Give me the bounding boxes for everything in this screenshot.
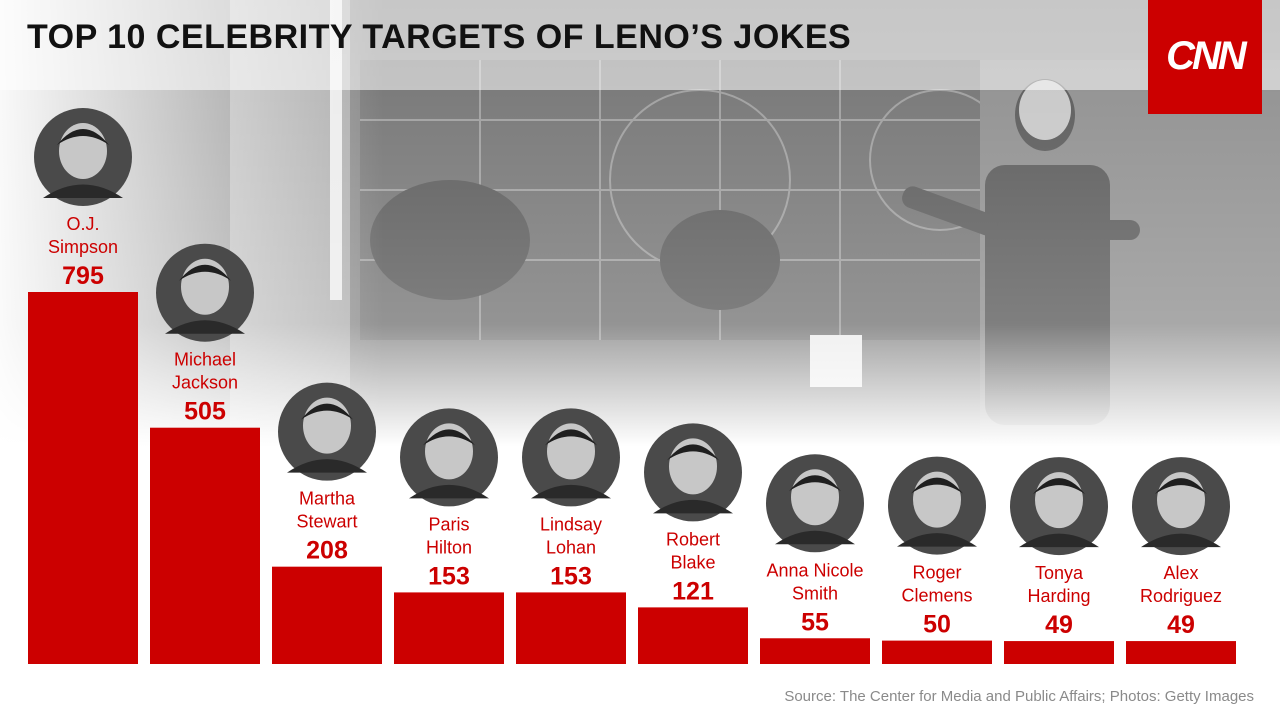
category-label-9-line-1: Alex: [1163, 563, 1198, 583]
portrait-photo-6: [766, 454, 864, 553]
category-label-8-line-1: Tonya: [1035, 563, 1084, 583]
value-label-8: 49: [1045, 611, 1073, 639]
portrait-photo-1: [156, 243, 254, 342]
portrait-photo-7: [888, 456, 986, 555]
category-label-7-line-2: Clemens: [901, 586, 972, 606]
category-label-7-line-1: Roger: [912, 563, 961, 583]
category-label-9-line-2: Rodriguez: [1140, 586, 1222, 606]
portrait-photo-0: [34, 108, 132, 206]
value-label-9: 49: [1167, 611, 1195, 639]
bar-0: [28, 292, 138, 664]
value-label-1: 505: [184, 398, 226, 426]
category-label-0-line-1: O.J.: [66, 214, 99, 234]
portrait-photo-9: [1132, 457, 1230, 556]
category-label-8-line-2: Harding: [1027, 586, 1090, 606]
portrait-photo-4: [522, 408, 620, 507]
cnn-logo: CNN: [1148, 0, 1262, 114]
category-label-6-line-2: Smith: [792, 583, 838, 603]
bar-7: [882, 640, 992, 664]
portrait-photo-2: [278, 382, 376, 481]
bar-3: [394, 592, 504, 664]
value-label-3: 153: [428, 562, 470, 590]
category-label-4-line-1: Lindsay: [540, 514, 602, 534]
category-label-5-line-2: Blake: [670, 552, 715, 572]
portrait-photo-3: [400, 408, 498, 507]
source-note: Source: The Center for Media and Public …: [784, 688, 1254, 705]
category-label-5-line-1: Robert: [666, 529, 720, 549]
category-label-2-line-1: Martha: [299, 489, 356, 509]
category-label-2-line-2: Stewart: [296, 512, 357, 532]
value-label-0: 795: [62, 262, 104, 290]
bar-5: [638, 607, 748, 664]
value-label-4: 153: [550, 562, 592, 590]
bar-8: [1004, 641, 1114, 664]
bar-2: [272, 566, 382, 664]
category-label-1-line-1: Michael: [174, 350, 236, 370]
cnn-logo-text: CNN: [1166, 34, 1247, 78]
portrait-photo-8: [1010, 457, 1108, 556]
bar-1: [150, 427, 260, 664]
value-label-7: 50: [923, 611, 951, 639]
category-label-0-line-2: Simpson: [48, 237, 118, 257]
category-label-3-line-2: Hilton: [426, 537, 472, 557]
category-label-4-line-2: Lohan: [546, 537, 596, 557]
category-label-3-line-1: Paris: [428, 514, 469, 534]
portrait-photo-5: [644, 423, 742, 522]
value-label-6: 55: [801, 608, 829, 636]
bar-4: [516, 592, 626, 664]
bar-6: [760, 638, 870, 664]
page-title: TOP 10 CELEBRITY TARGETS OF LENO’S JOKES: [27, 18, 852, 56]
value-label-5: 121: [672, 577, 714, 605]
category-label-6-line-1: Anna Nicole: [766, 560, 863, 580]
bar-9: [1126, 641, 1236, 664]
value-label-2: 208: [306, 537, 348, 565]
category-label-1-line-2: Jackson: [172, 373, 238, 393]
